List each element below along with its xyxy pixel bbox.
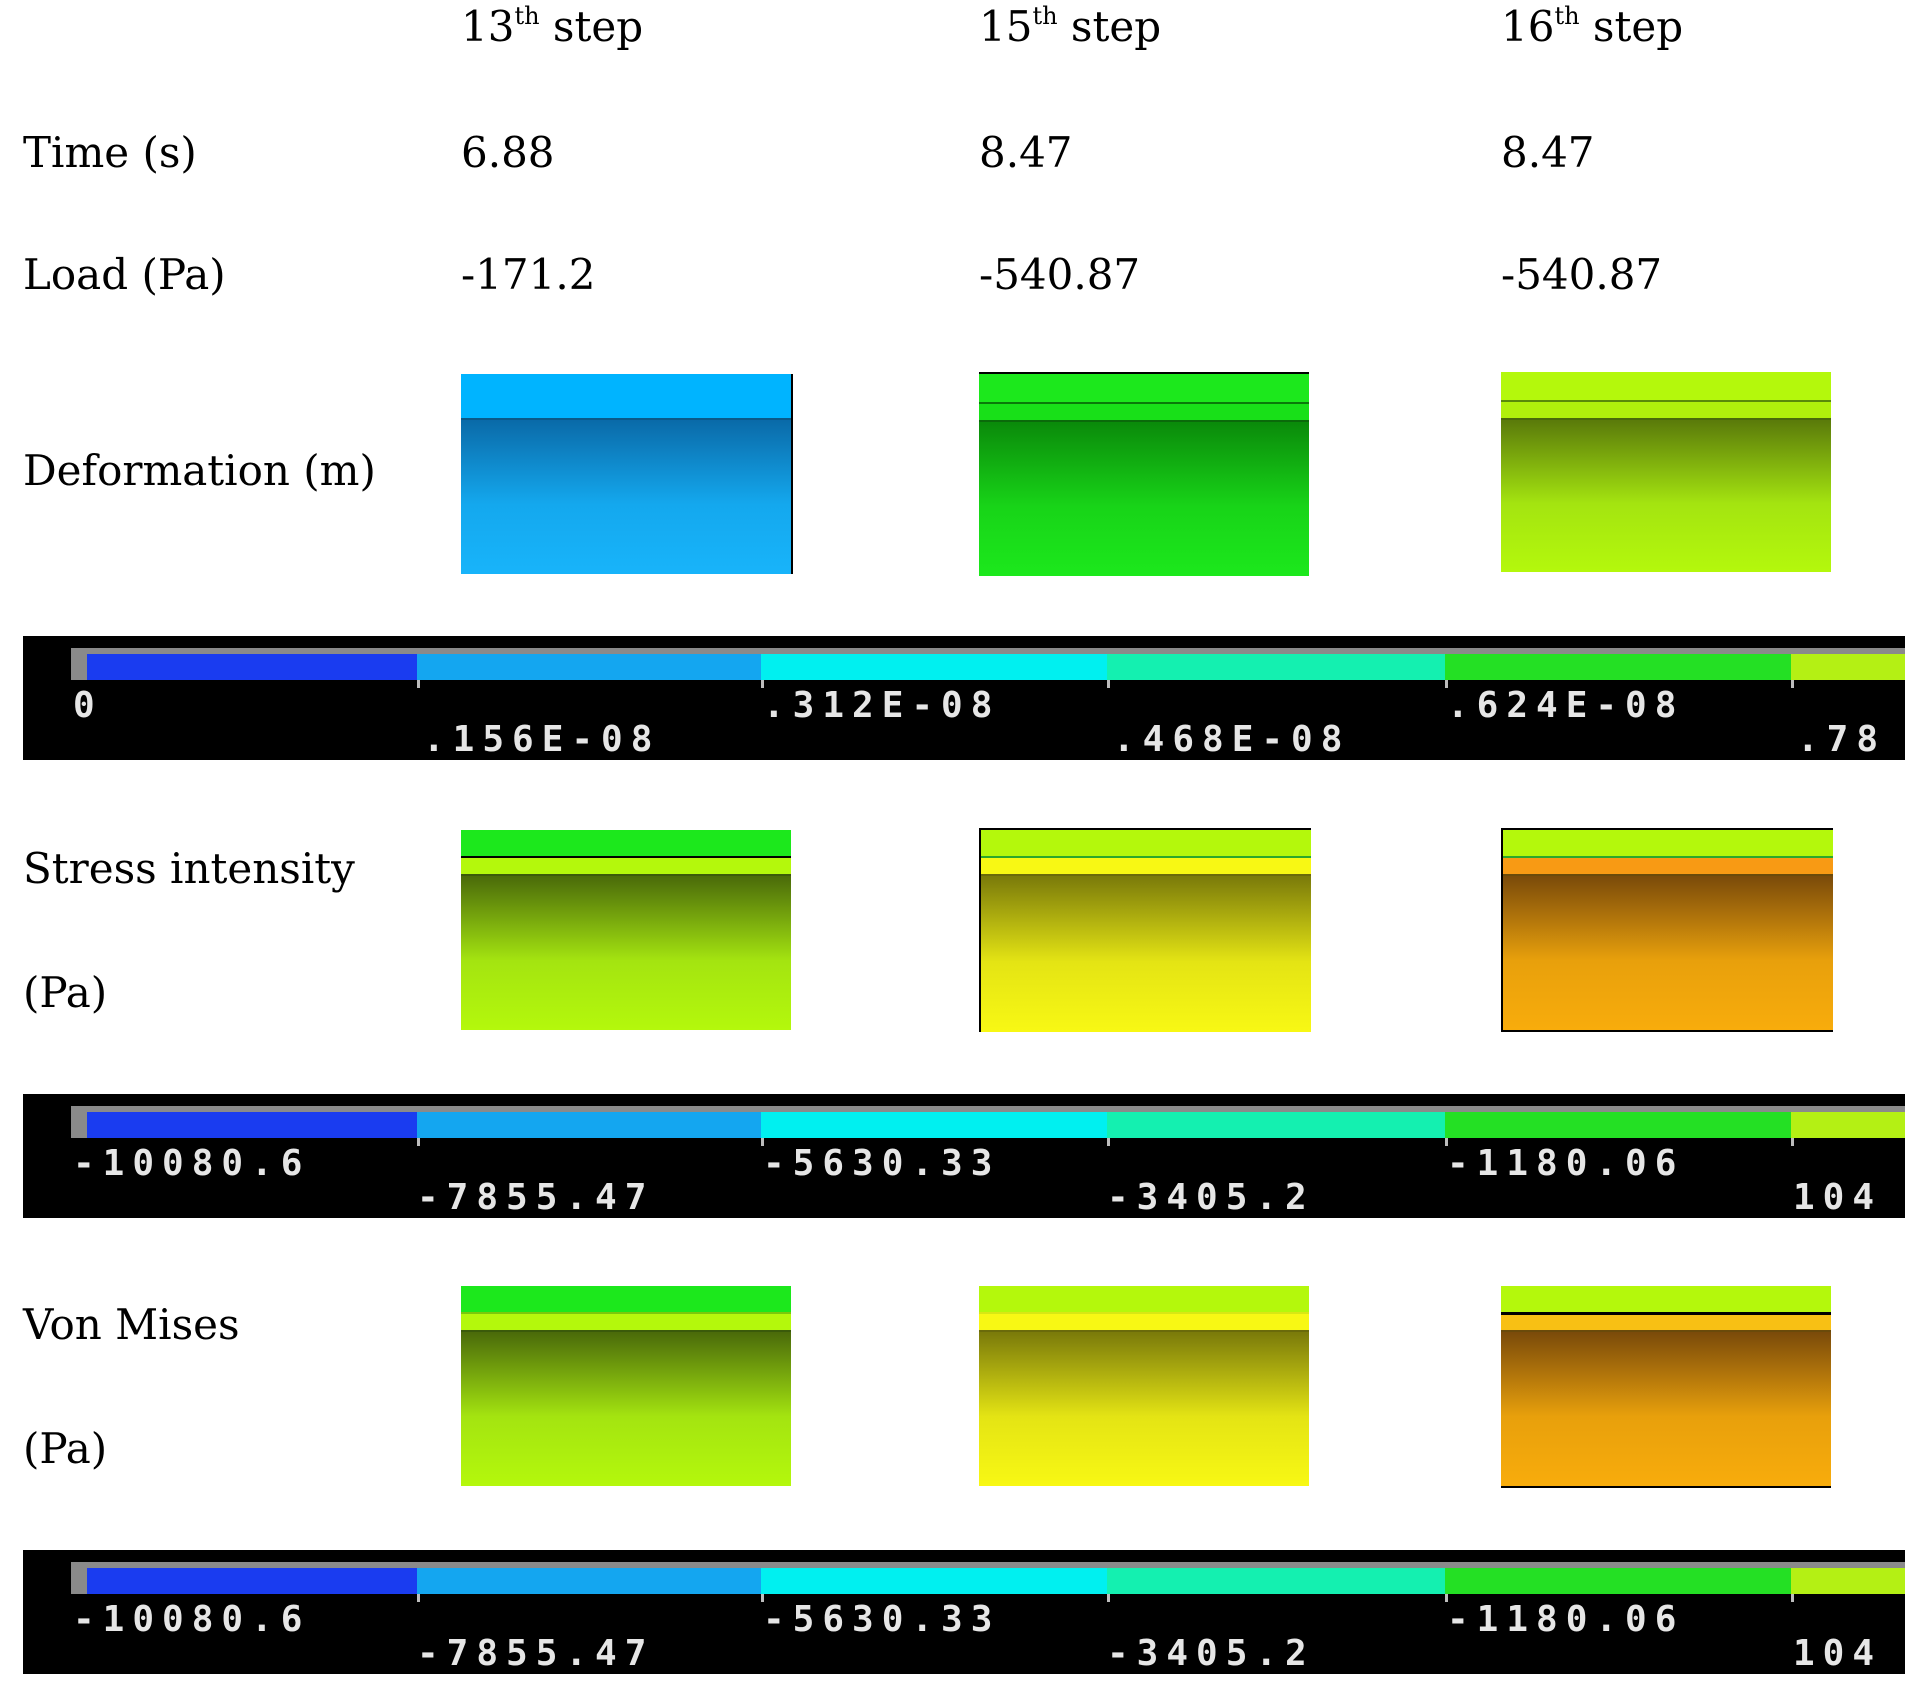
stress-intensity-plot-13 xyxy=(461,830,791,1030)
step-number: 13 xyxy=(461,2,515,51)
legend-tick-label: -3405.2 xyxy=(1107,1177,1315,1218)
time-value-16: 8.47 xyxy=(1501,128,1595,177)
von-mises-color-legend: -10080.6 -5630.33 -1180.06 -7855.47 -340… xyxy=(23,1550,1905,1674)
row-label-von-mises: Von Mises xyxy=(23,1300,240,1349)
legend-tick-label: .156E-08 xyxy=(423,719,661,760)
von-mises-plot-13 xyxy=(461,1286,791,1486)
column-header-13th-step: 13th step xyxy=(461,4,643,48)
deformation-plot-13 xyxy=(461,374,793,574)
legend-tick-label: .624E-08 xyxy=(1447,685,1685,726)
legend-tick-label: -3405.2 xyxy=(1107,1633,1315,1674)
von-mises-plot-15 xyxy=(979,1286,1309,1486)
legend-tick-label: -7855.47 xyxy=(417,1177,655,1218)
legend-tick-label: 104 xyxy=(1793,1177,1883,1218)
step-suffix: th xyxy=(514,2,540,30)
column-header-16th-step: 16th step xyxy=(1501,4,1683,48)
deformation-color-legend: 0 .312E-08 .624E-08 .156E-08 .468E-08 .7… xyxy=(23,636,1905,760)
legend-tick-label: -10080.6 xyxy=(73,1143,311,1184)
legend-tick-label: 0 xyxy=(73,685,103,726)
row-label-stress-intensity: Stress intensity xyxy=(23,844,355,893)
stress-intensity-color-legend: -10080.6 -5630.33 -1180.06 -7855.47 -340… xyxy=(23,1094,1905,1218)
legend-tick-label: -1180.06 xyxy=(1447,1143,1685,1184)
step-number: 15 xyxy=(979,2,1033,51)
von-mises-plot-16 xyxy=(1501,1286,1831,1488)
step-suffix: th xyxy=(1554,2,1580,30)
legend-tick-label: -1180.06 xyxy=(1447,1599,1685,1640)
time-value-13: 6.88 xyxy=(461,128,555,177)
step-word: step xyxy=(1057,2,1162,51)
legend-tick-label: -7855.47 xyxy=(417,1633,655,1674)
load-value-15: -540.87 xyxy=(979,250,1141,299)
stress-intensity-plot-16 xyxy=(1501,828,1833,1032)
time-value-15: 8.47 xyxy=(979,128,1073,177)
row-label-deformation: Deformation (m) xyxy=(23,446,376,495)
step-word: step xyxy=(539,2,644,51)
legend-tick-label: .468E-08 xyxy=(1113,719,1351,760)
load-value-16: -540.87 xyxy=(1501,250,1663,299)
legend-tick-label: -5630.33 xyxy=(763,1599,1001,1640)
legend-tick-label: -10080.6 xyxy=(73,1599,311,1640)
load-value-13: -171.2 xyxy=(461,250,596,299)
step-number: 16 xyxy=(1501,2,1555,51)
column-header-15th-step: 15th step xyxy=(979,4,1161,48)
legend-tick-label: 104 xyxy=(1793,1633,1883,1674)
row-label-time: Time (s) xyxy=(23,128,197,177)
row-label-von-mises-unit: (Pa) xyxy=(23,1424,108,1473)
legend-tick-label: .78 xyxy=(1797,719,1887,760)
row-label-stress-intensity-unit: (Pa) xyxy=(23,968,108,1017)
stress-intensity-plot-15 xyxy=(979,828,1311,1032)
legend-tick-label: .312E-08 xyxy=(763,685,1001,726)
row-label-load: Load (Pa) xyxy=(23,250,226,299)
step-word: step xyxy=(1579,2,1684,51)
legend-tick-label: -5630.33 xyxy=(763,1143,1001,1184)
step-suffix: th xyxy=(1032,2,1058,30)
deformation-plot-15 xyxy=(979,372,1309,576)
deformation-plot-16 xyxy=(1501,372,1831,572)
